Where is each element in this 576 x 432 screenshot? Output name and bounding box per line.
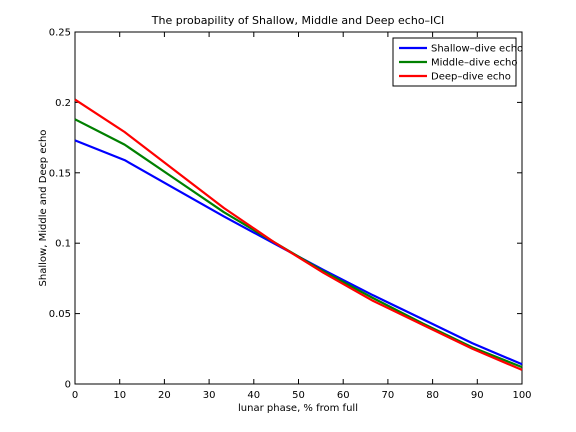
x-tick-label: 0 — [72, 390, 78, 401]
y-tick-label: 0.1 — [55, 239, 71, 250]
x-tick-label: 50 — [292, 390, 305, 401]
x-tick-label: 70 — [382, 390, 395, 401]
y-tick-label: 0.25 — [49, 28, 71, 39]
x-tick-label: 30 — [203, 390, 216, 401]
x-tick-label: 20 — [158, 390, 171, 401]
legend-label: Middle–dive echo — [431, 58, 518, 69]
plot-area — [74, 31, 523, 385]
chart-title: The probapility of Shallow, Middle and D… — [151, 14, 444, 27]
legend-label: Deep–dive echo — [431, 72, 511, 83]
y-tick-label: 0.15 — [49, 168, 71, 179]
series-line-3 — [74, 98, 523, 371]
x-tick-label: 40 — [247, 390, 260, 401]
legend: Shallow–dive echo Middle–dive echo Deep–di… — [392, 37, 523, 87]
x-axis-label: lunar phase, % from full — [238, 403, 358, 414]
legend-label: Shallow–dive echo — [431, 44, 523, 55]
y-axis-label: Shallow, Middle and Deep echo — [38, 130, 49, 287]
x-tick-label: 90 — [471, 390, 484, 401]
x-tick-label: 60 — [337, 390, 350, 401]
x-tick-label: 100 — [512, 390, 531, 401]
x-tick-label: 10 — [113, 390, 126, 401]
series-layer — [74, 98, 523, 371]
x-tick-label: 80 — [426, 390, 439, 401]
y-tick-label: 0.2 — [55, 98, 71, 109]
x-axis-ticks: 0 10 20 30 40 50 60 70 80 90 100 — [72, 32, 532, 401]
y-tick-label: 0 — [65, 380, 71, 391]
y-axis-ticks: 0 0.05 0.1 0.15 0.2 0.25 — [49, 28, 522, 391]
y-tick-label: 0.05 — [49, 309, 71, 320]
